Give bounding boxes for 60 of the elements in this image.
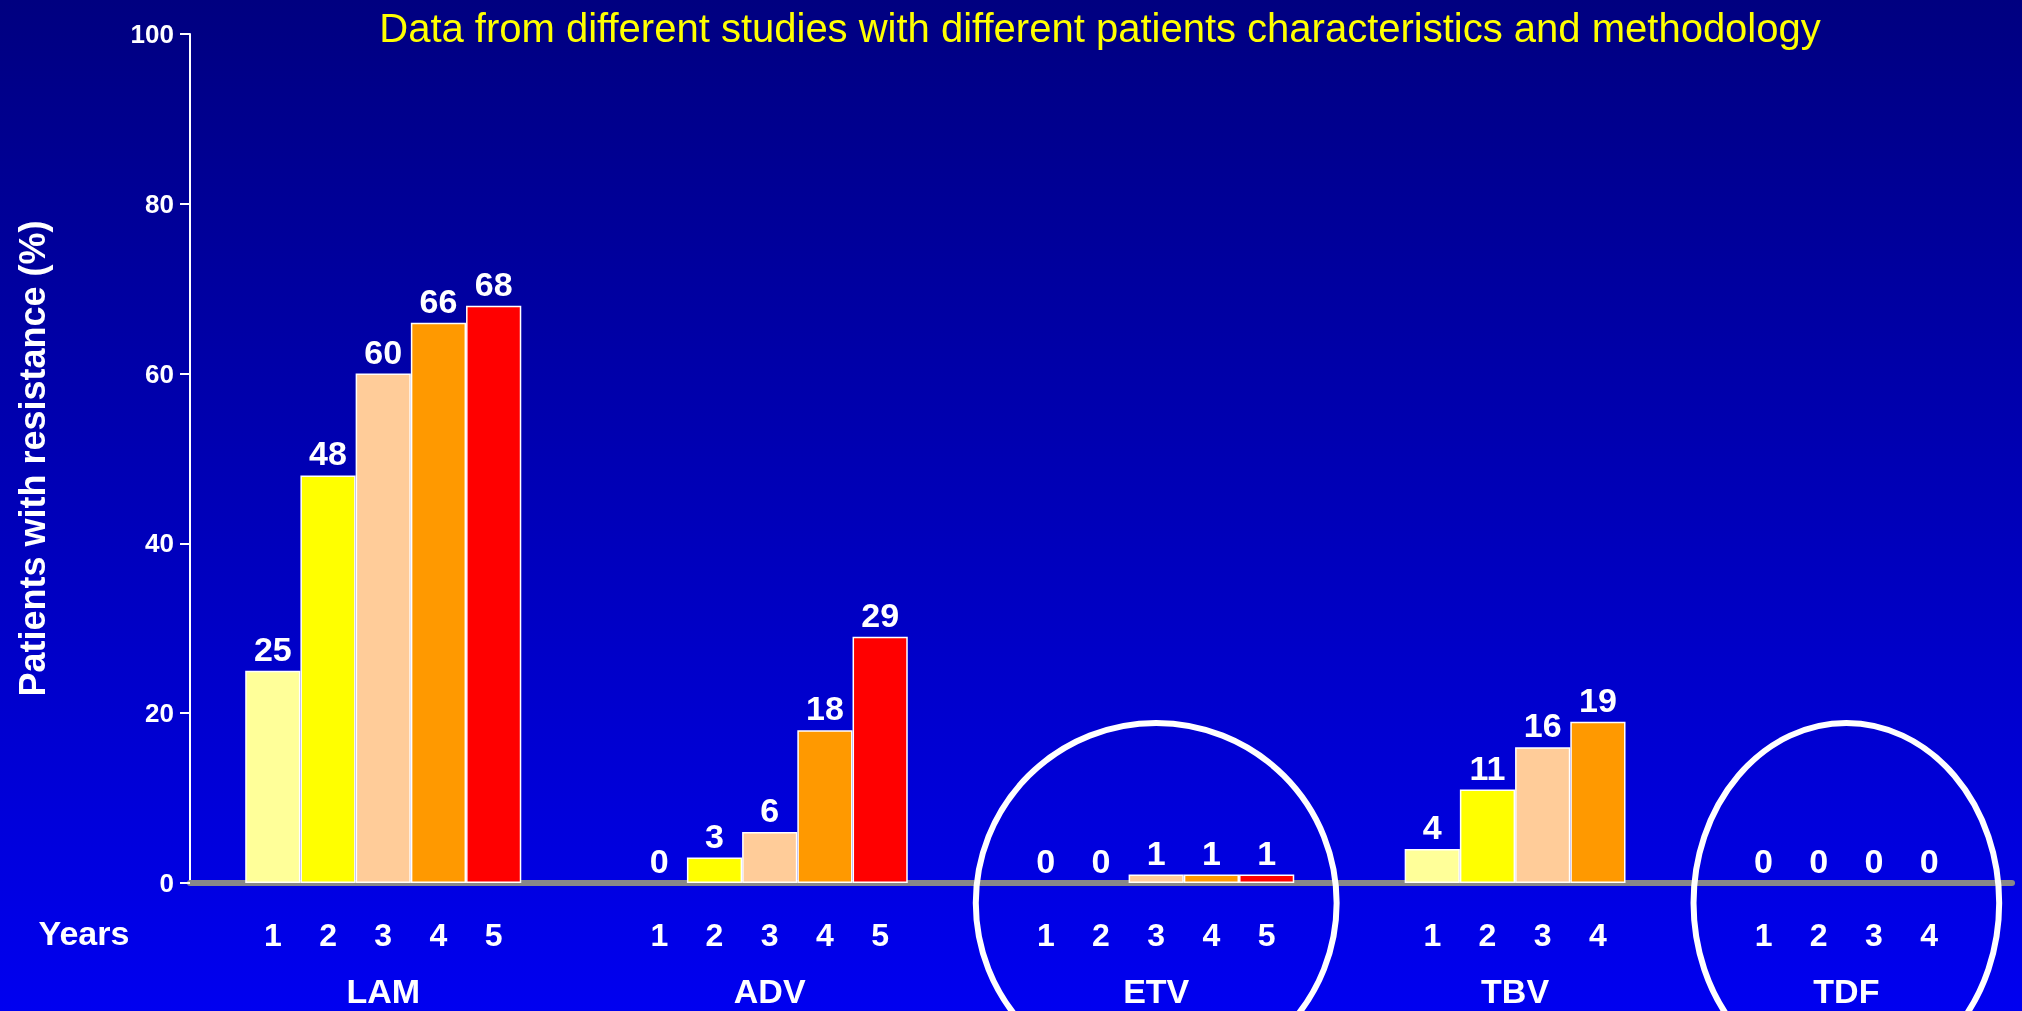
text: TBV xyxy=(1481,971,1550,1011)
data-label: 68 xyxy=(474,264,513,303)
x-tick-label: 1 xyxy=(1036,917,1055,953)
x-tick-label: 4 xyxy=(429,917,448,953)
y-tick-label: 100 xyxy=(130,19,174,49)
chart-title: Data from different studies with different patients characteristics and methodology xyxy=(379,6,1821,51)
data-label: 1 xyxy=(1201,833,1221,872)
data-label: 1 xyxy=(1146,833,1166,872)
x-tick-label: 4 xyxy=(1589,917,1608,953)
data-label: 1 xyxy=(1257,833,1277,872)
data-label: 4 xyxy=(1422,808,1442,847)
data-label: 16 xyxy=(1523,706,1562,745)
data-label: 19 xyxy=(1578,680,1617,719)
data-label: 0 xyxy=(1809,842,1829,880)
data-label: 0 xyxy=(1919,842,1939,880)
text: ADV xyxy=(733,971,806,1011)
x-tick-label: 5 xyxy=(1257,917,1276,953)
y-tick-label: 40 xyxy=(145,528,174,559)
x-tick-label: 2 xyxy=(1809,917,1828,953)
x-tick-label: 2 xyxy=(1478,917,1497,953)
x-tick-label: 3 xyxy=(1147,917,1166,953)
data-label: 48 xyxy=(309,434,347,473)
data-label: 0 xyxy=(1754,842,1774,880)
data-label: 6 xyxy=(760,791,780,830)
data-label: 0 xyxy=(1036,842,1056,880)
data-label: 25 xyxy=(253,629,292,668)
data-label: 11 xyxy=(1469,748,1506,787)
x-tick-label: 1 xyxy=(650,917,669,953)
x-tick-label: 3 xyxy=(1865,917,1883,953)
x-tick-label: 2 xyxy=(319,917,337,953)
y-tick-label: 80 xyxy=(145,188,174,219)
x-tick-label: 3 xyxy=(374,917,393,953)
x-tick-label: 4 xyxy=(1202,917,1221,953)
x-tick-label: 1 xyxy=(1423,917,1442,953)
text: Years xyxy=(38,913,130,953)
data-label: 66 xyxy=(419,281,458,320)
y-tick-label: 0 xyxy=(159,868,174,898)
y-tick-label: 60 xyxy=(145,358,174,389)
data-label: 18 xyxy=(806,689,844,728)
x-tick-label: 4 xyxy=(816,917,835,953)
data-label: 0 xyxy=(1864,842,1884,880)
text: ETV xyxy=(1123,971,1190,1011)
y-tick-label: 20 xyxy=(145,698,174,729)
data-label: 0 xyxy=(649,842,669,880)
x-tick-label: 5 xyxy=(871,917,890,953)
y-axis-title: Patients with resistance (%) xyxy=(11,220,53,697)
x-tick-label: 4 xyxy=(1920,917,1939,953)
data-label: 3 xyxy=(705,816,724,855)
text: LAM xyxy=(346,971,421,1011)
x-tick-label: 2 xyxy=(705,917,724,953)
x-tick-label: 2 xyxy=(1092,917,1110,953)
x-tick-label: 3 xyxy=(760,917,779,953)
data-label: 29 xyxy=(861,595,900,634)
data-label: 60 xyxy=(364,332,403,371)
x-tick-label: 3 xyxy=(1533,917,1552,953)
x-tick-label: 5 xyxy=(484,917,503,953)
x-tick-label: 1 xyxy=(263,917,282,953)
data-label: 0 xyxy=(1091,842,1111,880)
text: TDF xyxy=(1813,971,1880,1011)
x-tick-label: 1 xyxy=(1754,917,1773,953)
